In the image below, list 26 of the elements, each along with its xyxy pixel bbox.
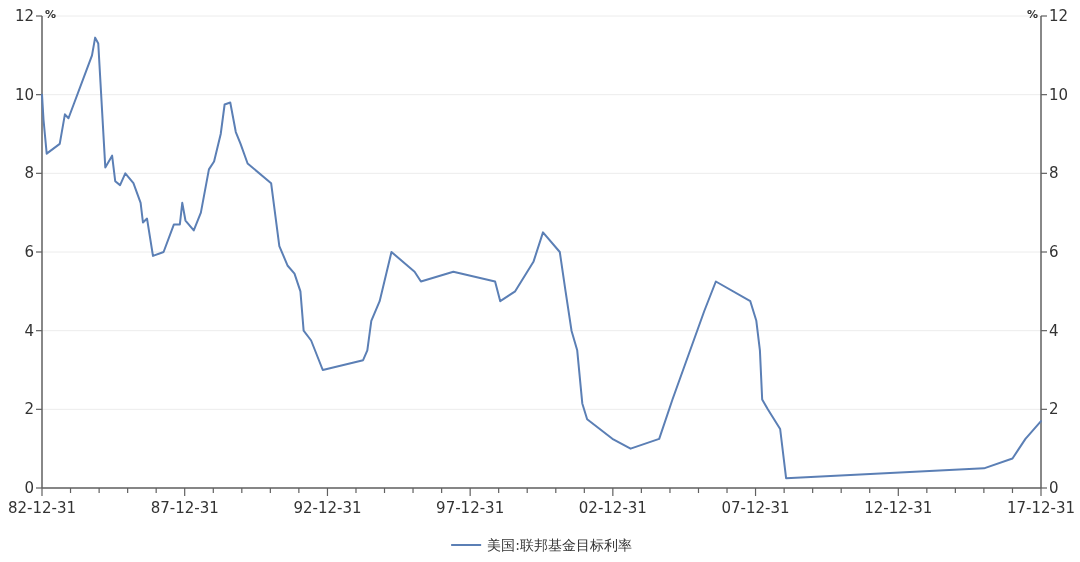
y2-tick-label: 10 bbox=[1049, 85, 1069, 104]
x-tick-label: 02-12-31 bbox=[578, 499, 647, 517]
y2-tick-label: 12 bbox=[1049, 7, 1069, 25]
y2-axis-title: % bbox=[1026, 8, 1038, 21]
y2-tick-label: 4 bbox=[1049, 321, 1059, 340]
y-tick-label: 12 bbox=[14, 7, 34, 25]
x-tick-label: 12-12-31 bbox=[864, 499, 933, 517]
x-tick-label: 17-12-31 bbox=[1006, 499, 1076, 517]
x-tick-label: 07-12-31 bbox=[721, 499, 790, 517]
y2-tick-label: 2 bbox=[1049, 400, 1059, 419]
y-tick-label: 8 bbox=[24, 164, 34, 183]
y-tick-label: 4 bbox=[24, 321, 34, 340]
x-tick-label: 87-12-31 bbox=[150, 499, 219, 517]
legend-label: 美国:联邦基金目标利率 bbox=[487, 537, 632, 553]
y-tick-label: 2 bbox=[24, 400, 34, 419]
y-tick-label: 6 bbox=[24, 243, 34, 261]
y-tick-label: 10 bbox=[14, 85, 34, 104]
y2-tick-label: 0 bbox=[1049, 479, 1059, 497]
y-axis-title: % bbox=[45, 8, 57, 21]
x-tick-label: 92-12-31 bbox=[293, 499, 362, 517]
x-tick-label: 97-12-31 bbox=[436, 499, 505, 517]
x-tick-label: 82-12-31 bbox=[7, 499, 77, 517]
y2-tick-label: 6 bbox=[1049, 243, 1059, 261]
y2-tick-label: 8 bbox=[1049, 164, 1059, 183]
y-tick-label: 0 bbox=[24, 479, 34, 497]
line-series bbox=[41, 36, 1042, 480]
